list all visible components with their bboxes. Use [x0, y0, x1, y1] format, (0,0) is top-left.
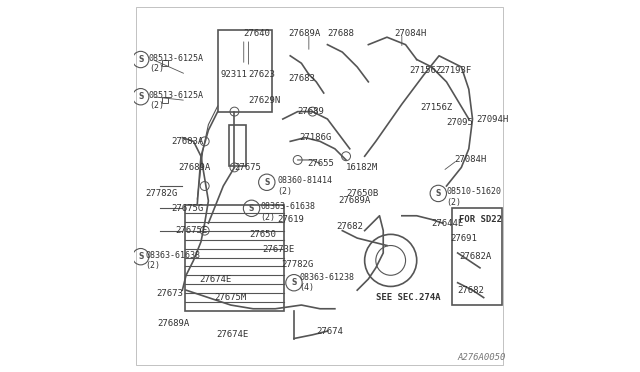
Text: 27675M: 27675M — [214, 293, 246, 302]
Text: S: S — [138, 252, 143, 261]
Text: 27094H: 27094H — [476, 115, 509, 124]
Text: 27193F: 27193F — [439, 66, 471, 75]
Text: 27623: 27623 — [248, 70, 275, 79]
Text: 27689A: 27689A — [157, 319, 189, 328]
Text: 27650B: 27650B — [346, 189, 378, 198]
Text: 27655: 27655 — [307, 159, 334, 168]
Text: S: S — [249, 204, 254, 213]
Text: 27689: 27689 — [298, 107, 324, 116]
Text: 27629N: 27629N — [248, 96, 281, 105]
Text: 27650: 27650 — [250, 230, 276, 239]
Bar — [186, 205, 284, 311]
Text: 08510-51620
(2): 08510-51620 (2) — [447, 187, 502, 207]
Text: 27689A: 27689A — [339, 196, 371, 205]
Text: 08363-61238
(4): 08363-61238 (4) — [300, 273, 355, 292]
Text: 27782G: 27782G — [145, 189, 177, 198]
Text: S: S — [291, 278, 297, 287]
Text: 27674E: 27674E — [216, 330, 248, 339]
Text: 27674E: 27674E — [199, 275, 231, 283]
Text: 27682: 27682 — [337, 222, 364, 231]
Text: A276A0050: A276A0050 — [458, 353, 506, 362]
Text: 27619: 27619 — [277, 215, 304, 224]
Text: 27084H: 27084H — [394, 29, 427, 38]
Text: 27674: 27674 — [316, 327, 343, 336]
Text: S: S — [138, 55, 143, 64]
Text: 16182M: 16182M — [346, 163, 378, 172]
Text: 27782G: 27782G — [281, 260, 313, 269]
Text: 27688: 27688 — [328, 29, 355, 38]
Text: 27675: 27675 — [234, 163, 261, 172]
Text: 27682A: 27682A — [460, 252, 492, 261]
Text: 08513-6125A
(2): 08513-6125A (2) — [149, 91, 204, 110]
Text: 27644E: 27644E — [431, 219, 464, 228]
Text: 27683A: 27683A — [172, 137, 204, 146]
Text: 27673E: 27673E — [262, 245, 294, 254]
Text: S: S — [436, 189, 441, 198]
Text: FOR SD22: FOR SD22 — [460, 215, 502, 224]
Text: 27683: 27683 — [289, 74, 316, 83]
Text: 08360-81414
(2): 08360-81414 (2) — [277, 176, 332, 196]
Text: 27675E: 27675E — [175, 226, 207, 235]
Text: 27689A: 27689A — [289, 29, 321, 38]
Text: 27673: 27673 — [156, 289, 183, 298]
Bar — [452, 208, 502, 305]
Text: 27186G: 27186G — [300, 133, 332, 142]
Text: 27084H: 27084H — [454, 155, 486, 164]
Bar — [218, 30, 271, 112]
Text: 92311: 92311 — [221, 70, 248, 79]
Text: 08513-6125A
(2): 08513-6125A (2) — [149, 54, 204, 73]
Text: 08363-61638
(2): 08363-61638 (2) — [260, 202, 316, 222]
Text: 27640: 27640 — [244, 29, 271, 38]
Text: S: S — [138, 92, 143, 101]
Bar — [229, 125, 246, 166]
Text: 27156Z: 27156Z — [410, 66, 442, 75]
Text: 27689A: 27689A — [179, 163, 211, 172]
Text: 08363-61638
(2): 08363-61638 (2) — [145, 251, 200, 270]
Text: 27682: 27682 — [458, 286, 484, 295]
Text: 27156Z: 27156Z — [420, 103, 452, 112]
Text: 27691: 27691 — [450, 234, 477, 243]
Bar — [162, 60, 168, 66]
Bar — [162, 97, 168, 103]
Text: 27675G: 27675G — [172, 204, 204, 213]
Text: 27095: 27095 — [447, 118, 474, 127]
Text: S: S — [264, 178, 269, 187]
Text: SEE SEC.274A: SEE SEC.274A — [376, 293, 440, 302]
